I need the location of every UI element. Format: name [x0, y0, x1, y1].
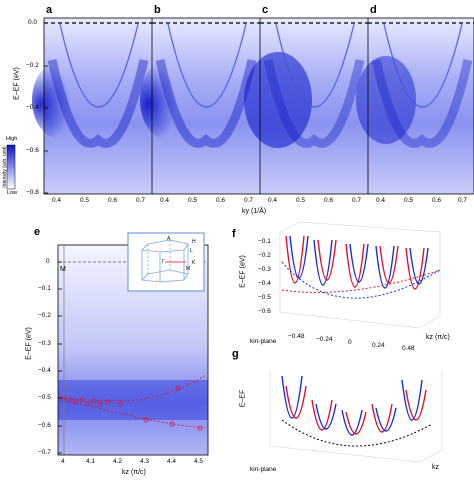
panel-label-e: e [34, 226, 41, 238]
hv-label-b: hν = 10 eV [196, 7, 230, 14]
top-ytick: −0.6 [26, 147, 39, 154]
f-ytick: −0.6 [258, 308, 271, 315]
e-ytick: −0.1 [38, 285, 51, 292]
f-depth-label: kin-plane [250, 338, 277, 345]
bz-label-gamma: Γ [162, 259, 165, 265]
hv-label-d: hν = 12 eV [412, 7, 446, 14]
xtick-a: 0.6 [108, 197, 118, 204]
xtick-c: 0.7 [352, 197, 362, 204]
f-xtick: 0.24 [372, 342, 385, 349]
e-ytick: −0.5 [38, 394, 51, 401]
colorbar [6, 144, 16, 190]
top-x-axis-label: ky (1/Å) [242, 208, 267, 215]
arpes-panel-d [356, 18, 474, 194]
e-x-axis-label: kz (π/c) [122, 469, 146, 476]
panel-e-plot [57, 232, 209, 456]
panel-label-a: a [46, 4, 53, 16]
top-ytick: −0.4 [26, 104, 39, 111]
f-ytick: −0.2 [258, 252, 271, 259]
e-xtick: 4.2 [113, 458, 123, 465]
f-ytick: −0.4 [258, 280, 271, 287]
f-xtick: 0 [348, 339, 352, 346]
f-y-axis-label: E–EF (eV) [239, 255, 247, 288]
f-ytick: −0.1 [258, 238, 271, 245]
f-xtick: 0.48 [402, 345, 415, 352]
e-ytick: −0.2 [38, 312, 51, 319]
arpes-panel-c [244, 18, 368, 194]
hv-label-a: hν = 9 eV [90, 7, 120, 14]
xtick-a: 0.5 [80, 197, 90, 204]
bz-label-l: L [190, 248, 193, 254]
top-ytick: −0.2 [26, 62, 39, 69]
panel-label-g: g [232, 348, 239, 360]
bz-label-h: H [192, 239, 196, 245]
colorbar-label: Intensity (arb. unit) [2, 146, 8, 188]
g-depth-label: kin-plane [250, 466, 277, 473]
panel-label-b: b [154, 4, 161, 16]
e-xtick: 4.3 [140, 458, 150, 465]
e-ytick: −0.6 [38, 422, 51, 429]
top-y-axis-label: E–EF (eV) [13, 67, 21, 100]
e-y-axis-label: E–EF (eV) [25, 327, 33, 360]
xtick-b: 0.5 [188, 197, 198, 204]
e-ytick: −0.3 [38, 340, 51, 347]
xtick-c: 0.6 [324, 197, 334, 204]
panel-label-c: c [262, 4, 269, 16]
f-xtick: −0.48 [288, 333, 305, 340]
xtick-c: 0.4 [268, 197, 278, 204]
xtick-c: 0.5 [296, 197, 306, 204]
xtick-b: 0.4 [160, 197, 170, 204]
arpes-panel-a [32, 18, 152, 194]
e-ytick: −0.7 [38, 449, 51, 456]
hv-label-c: hν = 11 eV [302, 7, 336, 14]
e-xtick: 4 [61, 458, 65, 465]
arpes-panel-b [140, 18, 260, 194]
xtick-d: 0.5 [404, 197, 414, 204]
e-xtick: 4.5 [194, 458, 204, 465]
f-ytick: −0.3 [258, 266, 271, 273]
xtick-d: 0.4 [376, 197, 386, 204]
f-ytick: −0.5 [258, 294, 271, 301]
panel-label-d: d [370, 4, 377, 16]
top-ytick: −0.8 [26, 189, 39, 196]
e-ytick: 0 [46, 258, 50, 265]
brillouin-zone-inset [127, 232, 205, 292]
panel-f-plot [279, 221, 441, 329]
e-marker-m: M [60, 266, 66, 273]
xtick-d: 0.7 [458, 197, 468, 204]
e-xtick: 4.4 [167, 458, 177, 465]
xtick-a: 0.7 [136, 197, 146, 204]
colorbar-high: High [6, 136, 18, 142]
bz-label-a: A [167, 236, 171, 242]
panel-label-f: f [232, 228, 236, 240]
g-x-axis-label: kz [432, 464, 439, 471]
bz-label-m: M [186, 266, 191, 272]
xtick-b: 0.7 [244, 197, 254, 204]
g-y-axis-label: E–EF [239, 389, 247, 408]
f-x-axis-label: kz (π/c) [426, 334, 450, 341]
top-panels [6, 17, 474, 195]
top-ytick: 0.0 [28, 19, 38, 26]
xtick-a: 0.4 [52, 197, 62, 204]
e-xtick: 4.1 [86, 458, 96, 465]
bz-label-k: K [192, 260, 196, 266]
xtick-d: 0.6 [432, 197, 442, 204]
e-ytick: −0.4 [38, 367, 51, 374]
xtick-b: 0.6 [216, 197, 226, 204]
panel-g-plot [269, 370, 443, 463]
f-xtick: −0.24 [316, 336, 333, 343]
colorbar-low: Low [7, 190, 18, 196]
